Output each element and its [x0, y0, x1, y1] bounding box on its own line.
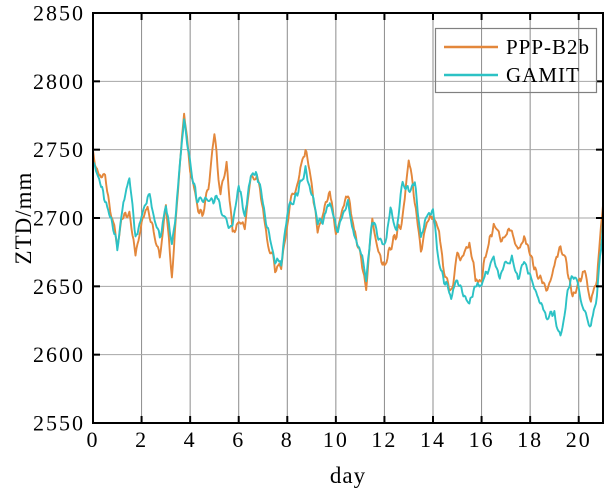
x-tick-label: 6: [232, 427, 245, 452]
y-tick-label: 2600: [33, 342, 85, 367]
x-axis-label: day: [330, 463, 366, 488]
grid: [93, 13, 603, 423]
y-tick-label: 2800: [33, 69, 85, 94]
x-tick-label: 14: [420, 427, 446, 452]
x-tick-label: 0: [87, 427, 100, 452]
y-tick-label: 2650: [33, 274, 85, 299]
x-tick-label: 12: [371, 427, 397, 452]
x-tick-label: 18: [517, 427, 543, 452]
legend-label-gamit: GAMIT: [506, 63, 580, 87]
series-line-gamit: [93, 118, 603, 337]
legend: PPP-B2b GAMIT: [434, 27, 598, 94]
x-tick-label: 10: [323, 427, 349, 452]
x-tick-label: 4: [184, 427, 197, 452]
legend-box: [434, 27, 598, 94]
y-tick-label: 2550: [33, 411, 85, 436]
y-tick-label: 2750: [33, 137, 85, 162]
x-tick-label: 16: [469, 427, 495, 452]
y-tick-label: 2850: [33, 1, 85, 26]
series-group: [93, 112, 603, 337]
y-tick-label: 2700: [33, 206, 85, 231]
x-tick-label: 8: [281, 427, 294, 452]
tick-marks: [92, 12, 603, 424]
y-axis-label: ZTD/mm: [11, 172, 36, 265]
legend-label-ppp-b2b: PPP-B2b: [506, 35, 590, 59]
x-tick-label: 2: [135, 427, 148, 452]
x-tick-label: 20: [566, 427, 592, 452]
